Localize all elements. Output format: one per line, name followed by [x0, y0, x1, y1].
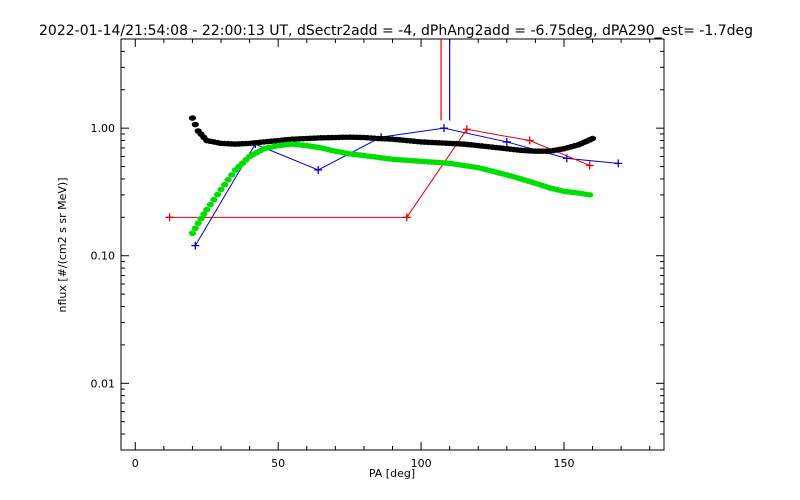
x-axis: 0 50 100 150	[132, 39, 651, 470]
x-tick-label: 50	[271, 457, 285, 470]
series-5	[188, 141, 594, 237]
dot-marker	[213, 191, 222, 198]
dot-marker	[188, 115, 197, 121]
y-tick-label: 0.01	[91, 377, 116, 390]
plus-marker	[439, 124, 448, 133]
plot-frame	[120, 38, 665, 451]
plus-marker	[502, 137, 511, 146]
x-tick-label: 150	[553, 457, 574, 470]
dot-marker	[588, 135, 597, 142]
plus-marker	[462, 125, 471, 134]
plus-marker	[402, 213, 411, 222]
plus-marker	[191, 241, 200, 250]
plus-marker	[525, 136, 534, 145]
plus-marker	[614, 159, 623, 168]
plus-marker	[585, 161, 594, 170]
chart-title: 2022-01-14/21:54:08 - 22:00:13 UT, dSect…	[39, 23, 753, 39]
dot-marker	[188, 230, 197, 237]
dot-marker	[220, 181, 229, 188]
plus-marker	[165, 213, 174, 222]
dot-marker	[194, 220, 202, 226]
dot-marker	[203, 206, 211, 213]
series-4	[188, 115, 597, 154]
y-axis-label: nflux [#/(cm2 s sr MeV)]	[56, 178, 69, 313]
x-tick-label: 0	[132, 457, 139, 470]
y-axis: 0.01 0.10 1.00	[91, 50, 664, 435]
y-tick-label: 1.00	[91, 122, 116, 135]
dot-marker	[228, 172, 236, 178]
dot-marker	[191, 225, 199, 232]
dot-marker	[586, 192, 594, 198]
y-tick-label: 0.10	[91, 250, 116, 263]
dot-marker	[224, 176, 232, 183]
series-layer	[165, 39, 623, 250]
dot-marker	[197, 215, 205, 222]
dot-marker	[217, 186, 225, 193]
x-axis-label: PA [deg]	[369, 467, 415, 480]
dot-marker	[191, 121, 199, 128]
dot-marker	[210, 196, 218, 203]
dot-marker	[206, 201, 214, 208]
x-tick-label: 100	[411, 457, 432, 470]
plus-marker	[314, 165, 323, 174]
dot-marker	[200, 211, 208, 217]
